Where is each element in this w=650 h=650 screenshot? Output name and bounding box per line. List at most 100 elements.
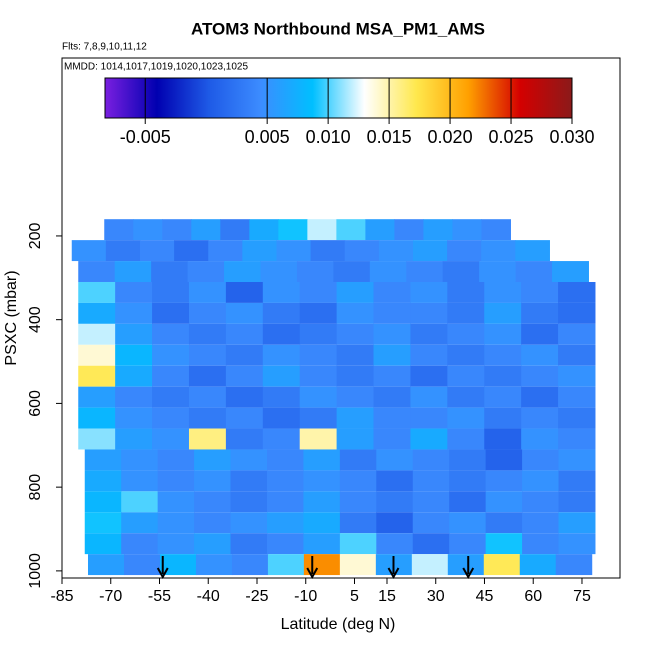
curtain-cell xyxy=(194,491,232,513)
curtain-cell xyxy=(174,240,209,262)
curtain-cell xyxy=(411,554,449,576)
colorbar xyxy=(104,77,573,119)
plot-frame xyxy=(61,57,621,579)
curtain-cell xyxy=(522,491,560,513)
curtain-cell xyxy=(484,323,522,345)
curtain-cell xyxy=(481,240,516,262)
curtain-cell xyxy=(152,281,190,303)
curtain-cell xyxy=(299,281,338,303)
curtain-cell xyxy=(558,281,596,303)
curtain-cell xyxy=(78,365,116,387)
curtain-cell xyxy=(373,386,411,408)
curtain-cell xyxy=(121,449,159,471)
curtain-cell xyxy=(266,533,304,555)
curtain-cell xyxy=(373,365,411,387)
curtain-cell xyxy=(555,554,593,576)
x-tick-label: -10 xyxy=(294,588,317,605)
curtain-cell xyxy=(519,554,557,576)
curtain-cell xyxy=(84,512,122,534)
curtain-cell xyxy=(225,386,264,408)
curtain-cell xyxy=(410,281,448,303)
curtain-cell xyxy=(71,240,107,262)
colorbar-tick-label: 0.010 xyxy=(306,127,351,147)
curtain-cell xyxy=(87,554,125,576)
curtain-cell xyxy=(521,365,559,387)
curtain-cell xyxy=(515,240,550,262)
curtain-cell xyxy=(558,323,596,345)
curtain-cell xyxy=(521,407,559,429)
curtain-cell xyxy=(449,470,487,492)
curtain-cell xyxy=(299,323,338,345)
curtain-cell xyxy=(558,365,596,387)
curtain-cell xyxy=(449,449,487,471)
curtain-cell xyxy=(78,407,116,429)
colorbar-tick-label: 0.020 xyxy=(428,127,473,147)
curtain-cell xyxy=(84,470,122,492)
colorbar-tick-label: 0.015 xyxy=(367,127,412,147)
curtain-cell xyxy=(558,491,596,513)
curtain-cell xyxy=(230,533,268,555)
curtain-cell xyxy=(299,407,338,429)
curtain-cell xyxy=(376,449,414,471)
curtain-cell xyxy=(558,533,596,555)
curtain-cell xyxy=(339,512,377,534)
curtain-cell xyxy=(84,533,122,555)
curtain-cell xyxy=(410,344,448,366)
curtain-cell xyxy=(139,240,175,262)
arrow-head xyxy=(462,567,475,580)
curtain-cell xyxy=(262,281,301,303)
arrow-head xyxy=(306,567,319,580)
curtain-cell xyxy=(225,344,264,366)
curtain-cell xyxy=(133,219,163,241)
curtain-cell xyxy=(262,323,301,345)
curtain-cell xyxy=(339,491,377,513)
curtain-cell xyxy=(299,386,338,408)
curtain-cell xyxy=(376,533,414,555)
curtain-cell xyxy=(115,302,153,324)
curtain-cell xyxy=(336,219,366,241)
curtain-cell xyxy=(267,554,305,576)
curtain-cell xyxy=(278,219,308,241)
curtain-cell xyxy=(262,386,301,408)
x-tick-label: -25 xyxy=(245,588,268,605)
curtain-cell xyxy=(481,219,511,241)
curtain-cell xyxy=(339,554,377,576)
x-tick-label: 45 xyxy=(476,588,494,605)
curtain-cell xyxy=(78,386,116,408)
curtain-cell xyxy=(299,344,338,366)
curtain-cell xyxy=(412,470,450,492)
curtain-cell xyxy=(115,407,153,429)
curtain-cell xyxy=(84,449,122,471)
curtain-cell xyxy=(521,428,559,450)
curtain-cell xyxy=(115,344,153,366)
x-tick-label: -70 xyxy=(99,588,122,605)
curtain-cell xyxy=(225,281,264,303)
curtain-cell xyxy=(479,261,517,282)
curtain-cell xyxy=(485,533,523,555)
curtain-cell xyxy=(447,554,485,576)
curtain-cell xyxy=(262,428,301,450)
curtain-cell xyxy=(412,533,450,555)
curtain-cell xyxy=(484,281,522,303)
curtain-cell xyxy=(558,344,596,366)
curtain-cell xyxy=(230,470,268,492)
curtain-cell xyxy=(152,344,190,366)
curtain-cell xyxy=(521,281,559,303)
curtain-cell xyxy=(225,323,264,345)
curtain-cell xyxy=(339,533,377,555)
curtain-cell xyxy=(152,386,190,408)
curtain-cell xyxy=(447,302,485,324)
x-axis-label: Latitude (deg N) xyxy=(281,616,396,633)
curtain-cell xyxy=(558,428,596,450)
curtain-cell xyxy=(412,512,450,534)
curtain-cell xyxy=(78,302,116,324)
curtain-cell xyxy=(157,533,195,555)
curtain-cell xyxy=(447,240,482,262)
curtain-cell xyxy=(188,386,227,408)
curtain-cell xyxy=(423,219,453,241)
curtain-cell xyxy=(452,219,482,241)
curtain-cell xyxy=(208,240,243,262)
curtain-cell xyxy=(339,470,377,492)
arrow-head xyxy=(156,567,169,580)
curtain-cell xyxy=(376,491,414,513)
